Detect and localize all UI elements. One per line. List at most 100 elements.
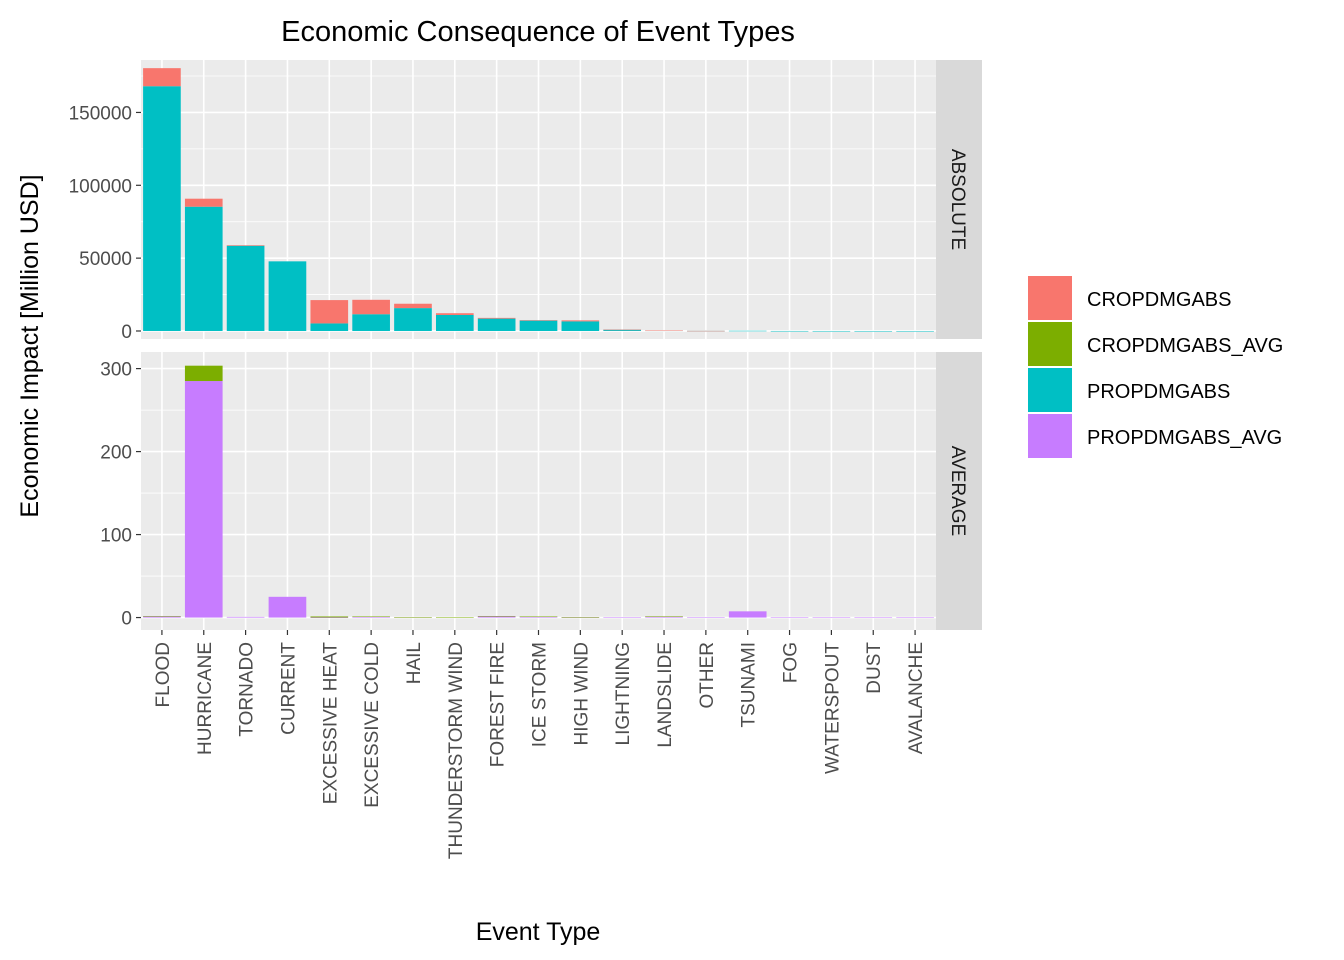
panels: 0 50000 100000 150000 ABSOLUTE 0 100 200 300 AVER… [69,60,982,630]
bar-cropdmgabs [477,317,516,319]
bar-cropdmgabs [226,245,265,246]
bar-cropdmgabs-avg [143,616,181,617]
bar-propdmgabs [310,323,349,331]
facet-strip [936,352,982,630]
bar-propdmgabs [268,261,307,331]
bar-cropdmgabs [561,320,600,322]
legend-key-propdmgabs-avg [1028,414,1072,458]
bar-propdmgabs [435,314,474,331]
bar-cropdmgabs [394,303,432,309]
legend-label: PROPDMGABS_AVG [1087,427,1282,449]
x-tick-label: HIGH WIND [571,642,592,745]
bar-propdmgabs-avg [226,616,265,618]
y-tick-label: 150000 [69,103,132,124]
bar-propdmgabs [561,321,600,331]
bar-propdmgabs-avg [812,617,851,619]
x-tick-label: LANDSLIDE [655,642,676,748]
bar-propdmgabs [812,330,851,332]
y-tick-label: 0 [121,322,132,343]
y-tick-label: 50000 [79,249,132,270]
bar-propdmgabs [394,308,432,331]
bar-propdmgabs-avg [184,381,223,618]
legend-key-cropdmgabs-avg [1028,322,1072,366]
bar-propdmgabs [603,329,642,331]
x-tick-label: FOG [781,642,802,683]
x-tick-label: EXCESSIVE HEAT [320,642,341,805]
facet-strip [936,60,982,339]
bar-propdmgabs [226,245,265,331]
x-tick-label: TSUNAMI [739,642,760,728]
bar-propdmgabs-avg [687,617,725,618]
panel-average: 0 100 200 300 AVERAGE [100,352,982,630]
bar-propdmgabs-avg [268,596,307,618]
y-tick-label: 200 [100,443,132,464]
y-axis-title: Economic Impact [Million USD] [16,174,44,517]
facet-strip-label: AVERAGE [947,446,968,536]
legend-label: CROPDMGABS_AVG [1087,335,1283,357]
x-tick-label: FOREST FIRE [488,642,509,767]
bar-cropdmgabs [184,198,223,207]
legend-label: CROPDMGABS [1087,289,1231,311]
bar-cropdmgabs-avg [645,616,683,617]
legend-label: PROPDMGABS [1087,381,1230,403]
bar-propdmgabs-avg [477,616,516,618]
bar-cropdmgabs [352,299,390,315]
x-tick-label: THUNDERSTORM WIND [446,642,467,859]
legend: CROPDMGABS CROPDMGABS_AVG PROPDMGABS PROPDM… [1028,276,1283,458]
x-tick-label: HAIL [404,642,425,684]
bar-cropdmgabs [310,300,349,324]
bar-cropdmgabs [143,68,181,87]
x-axis: FLOOD HURRICANE TORNADO CURRENT EXCESSIVE HE… [153,630,927,859]
x-tick-label: DUST [864,642,885,694]
x-tick-label: FLOOD [153,642,174,707]
y-tick-label: 100000 [69,176,132,197]
bar-propdmgabs-avg [728,611,767,618]
bar-propdmgabs-avg [770,617,809,618]
bar-cropdmgabs [687,330,725,332]
legend-key-propdmgabs [1028,368,1072,412]
bar-propdmgabs-avg [310,617,349,618]
bar-propdmgabs-avg [143,616,181,618]
bar-propdmgabs [728,330,767,332]
bar-cropdmgabs-avg [435,617,474,619]
bar-propdmgabs [854,330,893,332]
bar-cropdmgabs [603,329,642,331]
y-tick-label: 300 [100,360,132,381]
x-tick-label: EXCESSIVE COLD [362,642,383,808]
bar-propdmgabs-avg [603,617,642,618]
bar-cropdmgabs-avg [561,617,600,618]
x-tick-label: WATERSPOUT [822,642,843,774]
bar-propdmgabs-avg [896,617,934,619]
panel-absolute: 0 50000 100000 150000 ABSOLUTE [69,60,982,343]
bar-propdmgabs [896,330,934,332]
bar-propdmgabs [352,314,390,331]
x-tick-label: CURRENT [278,642,299,735]
bar-propdmgabs-avg [645,616,683,618]
bar-cropdmgabs [435,313,474,315]
bar-propdmgabs [184,206,223,331]
bar-cropdmgabs [645,330,683,332]
x-tick-label: AVALANCHE [906,642,927,754]
bar-propdmgabs-avg [519,616,558,618]
bar-cropdmgabs [519,320,558,321]
bar-cropdmgabs-avg [394,617,432,618]
x-tick-label: LIGHTNING [613,642,634,745]
x-tick-label: ICE STORM [530,642,551,747]
bar-propdmgabs-avg [352,616,390,618]
facet-strip-label: ABSOLUTE [947,149,968,250]
bar-cropdmgabs-avg [184,365,223,382]
x-tick-label: HURRICANE [195,642,216,755]
bar-cropdmgabs-avg [352,616,390,617]
bar-cropdmgabs-avg [519,616,558,618]
y-tick-label: 100 [100,526,132,547]
x-tick-label: TORNADO [237,642,258,737]
x-tick-label: OTHER [697,642,718,709]
y-tick-label: 0 [121,609,132,630]
x-axis-title: Event Type [476,918,601,946]
bar-cropdmgabs-avg [310,616,349,618]
bar-cropdmgabs-avg [477,616,516,617]
bar-propdmgabs [519,320,558,331]
bar-propdmgabs-avg [854,617,893,619]
bar-propdmgabs [477,318,516,331]
